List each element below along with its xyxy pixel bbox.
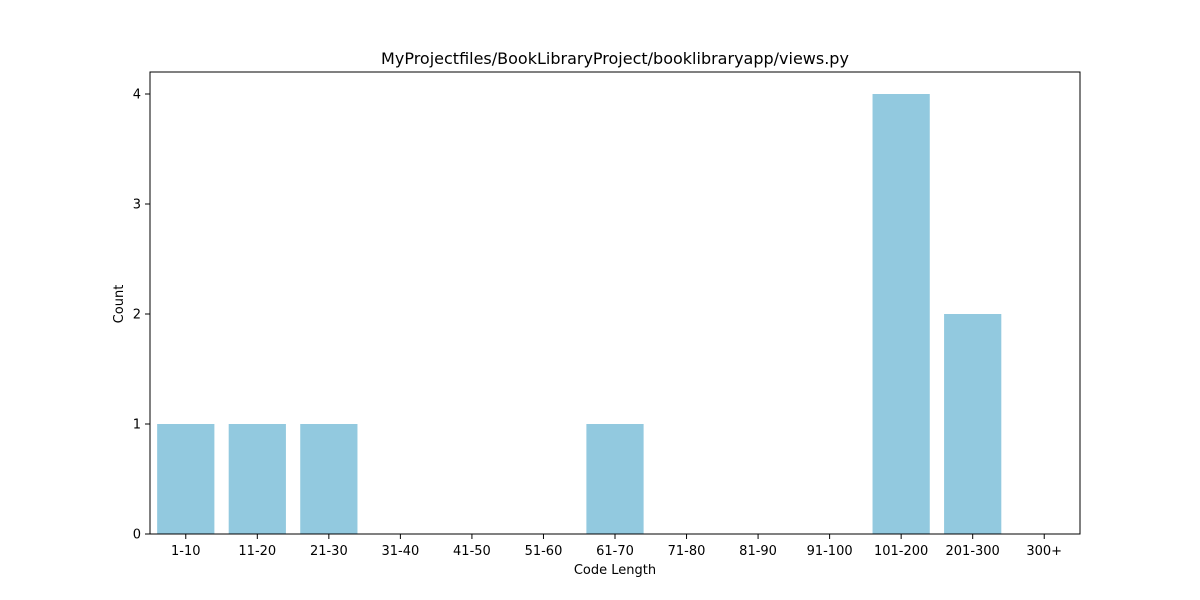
x-tick-label: 1-10 <box>171 544 201 559</box>
x-tick-label: 300+ <box>1026 544 1062 559</box>
y-tick-label: 0 <box>133 528 141 543</box>
x-tick-label: 71-80 <box>668 544 706 559</box>
x-tick-label: 21-30 <box>310 544 348 559</box>
bar-201-300 <box>944 314 1002 534</box>
y-tick-label: 1 <box>133 418 141 433</box>
x-tick-label: 61-70 <box>596 544 634 559</box>
bar-61-70 <box>586 424 644 534</box>
x-tick-label: 201-300 <box>946 544 1000 559</box>
bar-21-30 <box>300 424 358 534</box>
y-tick-label: 4 <box>133 88 141 103</box>
x-tick-label: 91-100 <box>807 544 853 559</box>
y-tick-label: 3 <box>133 198 141 213</box>
chart-title: MyProjectfiles/BookLibraryProject/bookli… <box>381 49 849 68</box>
x-tick-label: 101-200 <box>874 544 928 559</box>
y-axis-label: Count <box>112 285 127 324</box>
y-axis-ticks: 0 1 2 3 4 <box>133 88 150 543</box>
plot-area-frame <box>149 71 1081 535</box>
x-axis-label: Code Length <box>574 563 656 578</box>
y-tick-label: 2 <box>133 308 141 323</box>
x-tick-label: 51-60 <box>525 544 563 559</box>
x-tick-label: 41-50 <box>453 544 491 559</box>
bar-1-10 <box>157 424 215 534</box>
bar-11-20 <box>228 424 286 534</box>
x-tick-label: 31-40 <box>381 544 419 559</box>
x-tick-label: 11-20 <box>238 544 276 559</box>
bar-101-200 <box>872 94 930 534</box>
bar-series <box>157 94 1002 534</box>
x-axis-ticks: 1-10 11-20 21-30 31-40 41-50 51-60 61-70 71-80 8… <box>171 534 1062 559</box>
x-tick-label: 81-90 <box>739 544 777 559</box>
